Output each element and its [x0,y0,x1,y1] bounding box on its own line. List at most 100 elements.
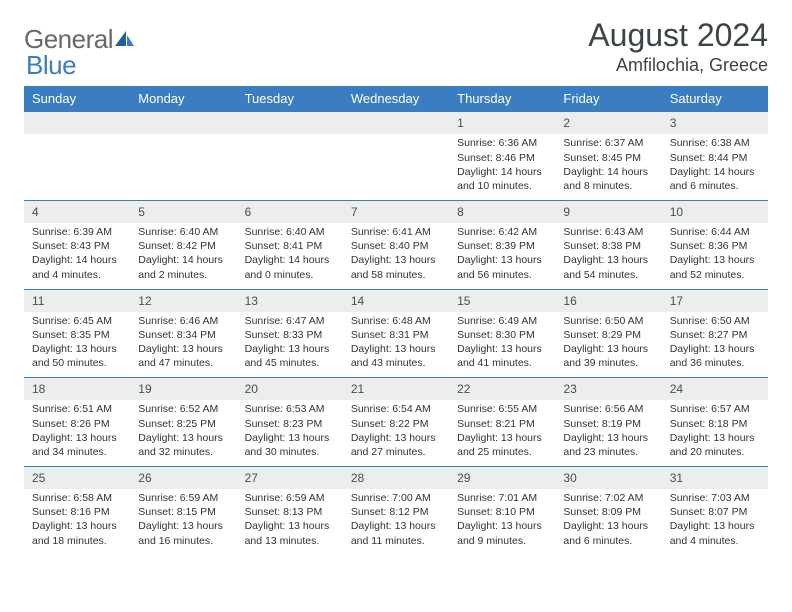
daylight-text: Daylight: 13 hours and 52 minutes. [670,253,760,281]
day-content-cell: Sunrise: 6:47 AMSunset: 8:33 PMDaylight:… [237,312,343,378]
daylight-text: Daylight: 13 hours and 39 minutes. [563,342,653,370]
sunset-text: Sunset: 8:19 PM [563,417,653,431]
day-number: 13 [237,290,343,312]
sunset-text: Sunset: 8:29 PM [563,328,653,342]
day-number: 1 [449,112,555,134]
sunset-text: Sunset: 8:34 PM [138,328,228,342]
sunrise-text: Sunrise: 6:39 AM [32,225,122,239]
day-number: 15 [449,290,555,312]
weekday-row: SundayMondayTuesdayWednesdayThursdayFrid… [24,86,768,112]
day-content-cell: Sunrise: 7:02 AMSunset: 8:09 PMDaylight:… [555,489,661,555]
sunrise-text: Sunrise: 6:42 AM [457,225,547,239]
day-content-cell: Sunrise: 6:46 AMSunset: 8:34 PMDaylight:… [130,312,236,378]
day-number: 3 [662,112,768,134]
day-content-cell: Sunrise: 6:39 AMSunset: 8:43 PMDaylight:… [24,223,130,289]
daylight-text: Daylight: 13 hours and 36 minutes. [670,342,760,370]
sunrise-text: Sunrise: 6:52 AM [138,402,228,416]
day-number-row: 18192021222324 [24,378,768,401]
daylight-text: Daylight: 13 hours and 6 minutes. [563,519,653,547]
day-number-cell: 24 [662,378,768,401]
day-content-cell: Sunrise: 6:51 AMSunset: 8:26 PMDaylight:… [24,400,130,466]
day-number: 11 [24,290,130,312]
daylight-text: Daylight: 13 hours and 23 minutes. [563,431,653,459]
sunrise-text: Sunrise: 6:54 AM [351,402,441,416]
day-number-row: 25262728293031 [24,466,768,489]
day-number: 26 [130,467,236,489]
day-number-cell: 23 [555,378,661,401]
sunset-text: Sunset: 8:21 PM [457,417,547,431]
day-content-cell: Sunrise: 6:59 AMSunset: 8:15 PMDaylight:… [130,489,236,555]
sunrise-text: Sunrise: 6:49 AM [457,314,547,328]
sunrise-text: Sunrise: 6:40 AM [138,225,228,239]
day-content-row: Sunrise: 6:45 AMSunset: 8:35 PMDaylight:… [24,312,768,378]
day-content-cell: Sunrise: 6:50 AMSunset: 8:29 PMDaylight:… [555,312,661,378]
day-number-cell: 11 [24,289,130,312]
day-number-cell: 15 [449,289,555,312]
day-number: 16 [555,290,661,312]
day-number-cell: 3 [662,112,768,135]
day-number-cell [130,112,236,135]
daylight-text: Daylight: 13 hours and 47 minutes. [138,342,228,370]
sunset-text: Sunset: 8:22 PM [351,417,441,431]
sunset-text: Sunset: 8:30 PM [457,328,547,342]
daylight-text: Daylight: 13 hours and 54 minutes. [563,253,653,281]
sunrise-text: Sunrise: 7:03 AM [670,491,760,505]
daylight-text: Daylight: 14 hours and 2 minutes. [138,253,228,281]
day-content-cell: Sunrise: 7:00 AMSunset: 8:12 PMDaylight:… [343,489,449,555]
weekday-header: Friday [555,86,661,112]
sunset-text: Sunset: 8:16 PM [32,505,122,519]
day-content-cell: Sunrise: 6:50 AMSunset: 8:27 PMDaylight:… [662,312,768,378]
day-content-cell [130,134,236,200]
day-content-cell: Sunrise: 7:03 AMSunset: 8:07 PMDaylight:… [662,489,768,555]
day-number-cell: 27 [237,466,343,489]
day-number: 12 [130,290,236,312]
sunrise-text: Sunrise: 7:00 AM [351,491,441,505]
day-number: 25 [24,467,130,489]
daylight-text: Daylight: 13 hours and 25 minutes. [457,431,547,459]
day-number-cell: 12 [130,289,236,312]
sunset-text: Sunset: 8:31 PM [351,328,441,342]
day-content-cell: Sunrise: 6:44 AMSunset: 8:36 PMDaylight:… [662,223,768,289]
title-block: August 2024 Amfilochia, Greece [588,18,768,76]
weekday-header: Wednesday [343,86,449,112]
sunrise-text: Sunrise: 6:43 AM [563,225,653,239]
sunrise-text: Sunrise: 7:01 AM [457,491,547,505]
day-number-row: 123 [24,112,768,135]
sunrise-text: Sunrise: 6:55 AM [457,402,547,416]
daylight-text: Daylight: 13 hours and 27 minutes. [351,431,441,459]
sunset-text: Sunset: 8:26 PM [32,417,122,431]
day-content-cell: Sunrise: 6:42 AMSunset: 8:39 PMDaylight:… [449,223,555,289]
sunset-text: Sunset: 8:33 PM [245,328,335,342]
sunrise-text: Sunrise: 6:45 AM [32,314,122,328]
day-number-cell: 4 [24,200,130,223]
sunset-text: Sunset: 8:07 PM [670,505,760,519]
day-content-cell: Sunrise: 6:53 AMSunset: 8:23 PMDaylight:… [237,400,343,466]
sunset-text: Sunset: 8:23 PM [245,417,335,431]
day-number-cell: 2 [555,112,661,135]
day-number: 17 [662,290,768,312]
calendar-body: 123Sunrise: 6:36 AMSunset: 8:46 PMDaylig… [24,112,768,555]
day-number-cell: 28 [343,466,449,489]
day-number: 24 [662,378,768,400]
sunrise-text: Sunrise: 6:59 AM [138,491,228,505]
sunrise-text: Sunrise: 6:46 AM [138,314,228,328]
daylight-text: Daylight: 13 hours and 34 minutes. [32,431,122,459]
day-number: 7 [343,201,449,223]
sunrise-text: Sunrise: 6:53 AM [245,402,335,416]
daylight-text: Daylight: 13 hours and 43 minutes. [351,342,441,370]
day-content-cell [343,134,449,200]
day-content-cell: Sunrise: 6:45 AMSunset: 8:35 PMDaylight:… [24,312,130,378]
sunrise-text: Sunrise: 6:40 AM [245,225,335,239]
sunrise-text: Sunrise: 6:36 AM [457,136,547,150]
sunrise-text: Sunrise: 6:59 AM [245,491,335,505]
daylight-text: Daylight: 13 hours and 11 minutes. [351,519,441,547]
sunset-text: Sunset: 8:46 PM [457,151,547,165]
day-number: 19 [130,378,236,400]
sunset-text: Sunset: 8:09 PM [563,505,653,519]
calendar-head: SundayMondayTuesdayWednesdayThursdayFrid… [24,86,768,112]
day-content-cell: Sunrise: 6:58 AMSunset: 8:16 PMDaylight:… [24,489,130,555]
sunrise-text: Sunrise: 7:02 AM [563,491,653,505]
day-number: 29 [449,467,555,489]
sunset-text: Sunset: 8:39 PM [457,239,547,253]
logo-sail-icon [113,28,135,53]
